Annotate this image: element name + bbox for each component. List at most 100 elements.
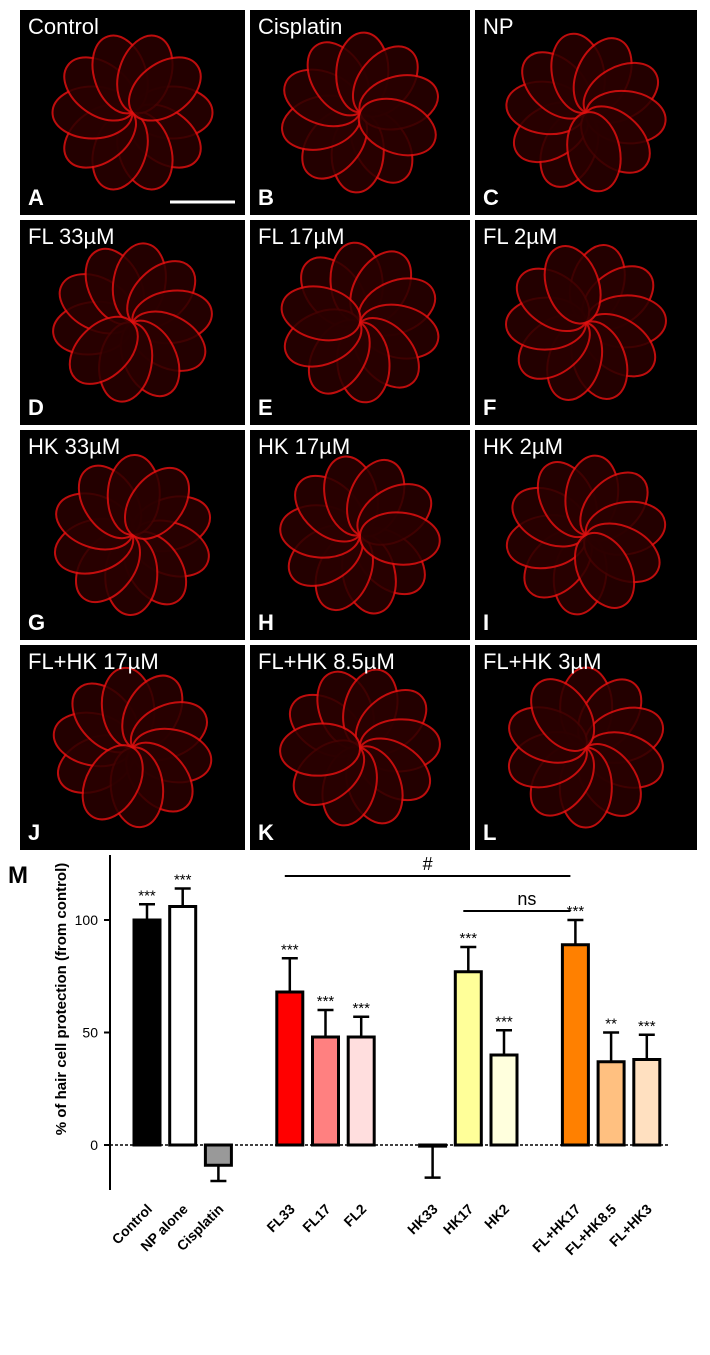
- panel-letter: A: [28, 185, 44, 210]
- micrograph-panel: FL 2µM F: [475, 220, 697, 425]
- error-bar: [603, 1031, 620, 1062]
- cell-outline: [566, 111, 622, 193]
- micrograph-panel: Cisplatin B: [250, 10, 470, 215]
- bar: [632, 1058, 662, 1147]
- panel-label: FL+HK 17µM: [28, 649, 159, 674]
- panel-letter: K: [258, 820, 274, 845]
- micrograph-panel: HK 33µM G: [20, 430, 245, 640]
- cell-outline: [81, 744, 144, 821]
- micrograph: [52, 666, 213, 829]
- panel-letter: F: [483, 395, 497, 420]
- y-tick-label: 50: [82, 1025, 98, 1041]
- panel-letter: I: [483, 610, 490, 635]
- significance: ***: [567, 903, 585, 920]
- micrograph-panel: FL 33µM D: [20, 220, 245, 425]
- significance: ***: [174, 872, 192, 889]
- panel-letter: D: [28, 395, 44, 420]
- micrograph: [281, 31, 439, 194]
- micrograph: [280, 241, 440, 404]
- panel-label: FL 17µM: [258, 224, 345, 249]
- cell-outline: [280, 285, 362, 342]
- panel-letter: C: [483, 185, 499, 210]
- x-tick-label: FL17: [299, 1201, 334, 1236]
- panel-label: HK 17µM: [258, 434, 351, 459]
- bar: [596, 1060, 626, 1147]
- micrograph: [51, 34, 235, 204]
- micrograph: [505, 244, 667, 401]
- error-bar: [460, 945, 477, 972]
- significance: ***: [495, 1013, 513, 1030]
- bar: [453, 970, 483, 1147]
- micrograph-panel: FL+HK 17µM J: [20, 645, 245, 850]
- x-tick-label: FL33: [263, 1201, 298, 1236]
- significance: ***: [281, 941, 299, 958]
- x-tick-label: FL2: [340, 1201, 369, 1230]
- micrograph: [505, 32, 667, 193]
- panel-label: HK 33µM: [28, 434, 121, 459]
- significance: ***: [638, 1018, 656, 1035]
- micrograph: [279, 455, 441, 615]
- cell-outline: [543, 245, 602, 325]
- error-bar: [174, 887, 191, 907]
- micrograph-panel: FL 17µM E: [250, 220, 470, 425]
- error-bar: [139, 903, 155, 920]
- significance: ***: [460, 930, 478, 947]
- bar: [418, 1143, 448, 1148]
- significance: ***: [317, 993, 335, 1010]
- bar: [203, 1143, 233, 1167]
- x-tick-label: HK17: [440, 1201, 477, 1238]
- significance: **: [605, 1016, 617, 1033]
- bar: [346, 1035, 376, 1147]
- bar: [560, 943, 590, 1147]
- micrograph-panel: HK 17µM H: [250, 430, 470, 640]
- bar: [489, 1053, 519, 1147]
- cell-outline: [68, 315, 139, 385]
- panel-label: FL 33µM: [28, 224, 115, 249]
- error-bar: [317, 1008, 334, 1037]
- cell-outline: [357, 97, 437, 157]
- error-bar: [424, 1146, 441, 1179]
- panel-label: HK 2µM: [483, 434, 563, 459]
- panel-letter: M: [8, 862, 28, 889]
- bracket-label: #: [423, 855, 433, 874]
- micrograph-panel: Control A: [20, 10, 245, 215]
- bar: [168, 905, 198, 1147]
- micrograph-panel: NP C: [475, 10, 697, 215]
- panel-label: Cisplatin: [258, 14, 343, 39]
- panel-label: FL+HK 3µM: [483, 649, 602, 674]
- micrograph: [507, 666, 665, 829]
- x-tick-label: HK2: [481, 1201, 512, 1232]
- cell-outline: [124, 466, 190, 540]
- bracket-label: ns: [517, 889, 536, 909]
- panel-letter: G: [28, 610, 46, 635]
- micrograph: [279, 668, 441, 827]
- bar: [275, 990, 305, 1147]
- cell-outline: [279, 722, 362, 777]
- cell-outline: [358, 511, 441, 566]
- cell-outline: [573, 532, 636, 609]
- error-bar: [638, 1033, 655, 1060]
- error-bar: [353, 1015, 370, 1037]
- panel-label: NP: [483, 14, 514, 39]
- panel-label: Control: [28, 14, 99, 39]
- cell-outline: [128, 56, 202, 122]
- bar: [311, 1035, 340, 1147]
- y-tick-label: 100: [75, 912, 99, 928]
- bar: [132, 918, 162, 1147]
- panel-letter: E: [258, 395, 273, 420]
- y-axis-label: % of hair cell protection (from control): [53, 863, 70, 1136]
- panel-letter: L: [483, 820, 497, 845]
- cell-outline: [530, 678, 596, 752]
- chart: M % of hair cell protection (from control…: [8, 855, 670, 1258]
- panel-letter: B: [258, 185, 274, 210]
- micrograph-panel: FL+HK 3µM L: [475, 645, 697, 850]
- error-bar: [496, 1029, 512, 1055]
- panel-label: FL+HK 8.5µM: [258, 649, 395, 674]
- error-bar: [567, 918, 584, 945]
- micrograph: [52, 242, 213, 403]
- micrograph: [505, 454, 667, 616]
- error-bar: [281, 957, 298, 992]
- micrograph: [54, 454, 211, 616]
- y-tick-label: 0: [90, 1137, 98, 1153]
